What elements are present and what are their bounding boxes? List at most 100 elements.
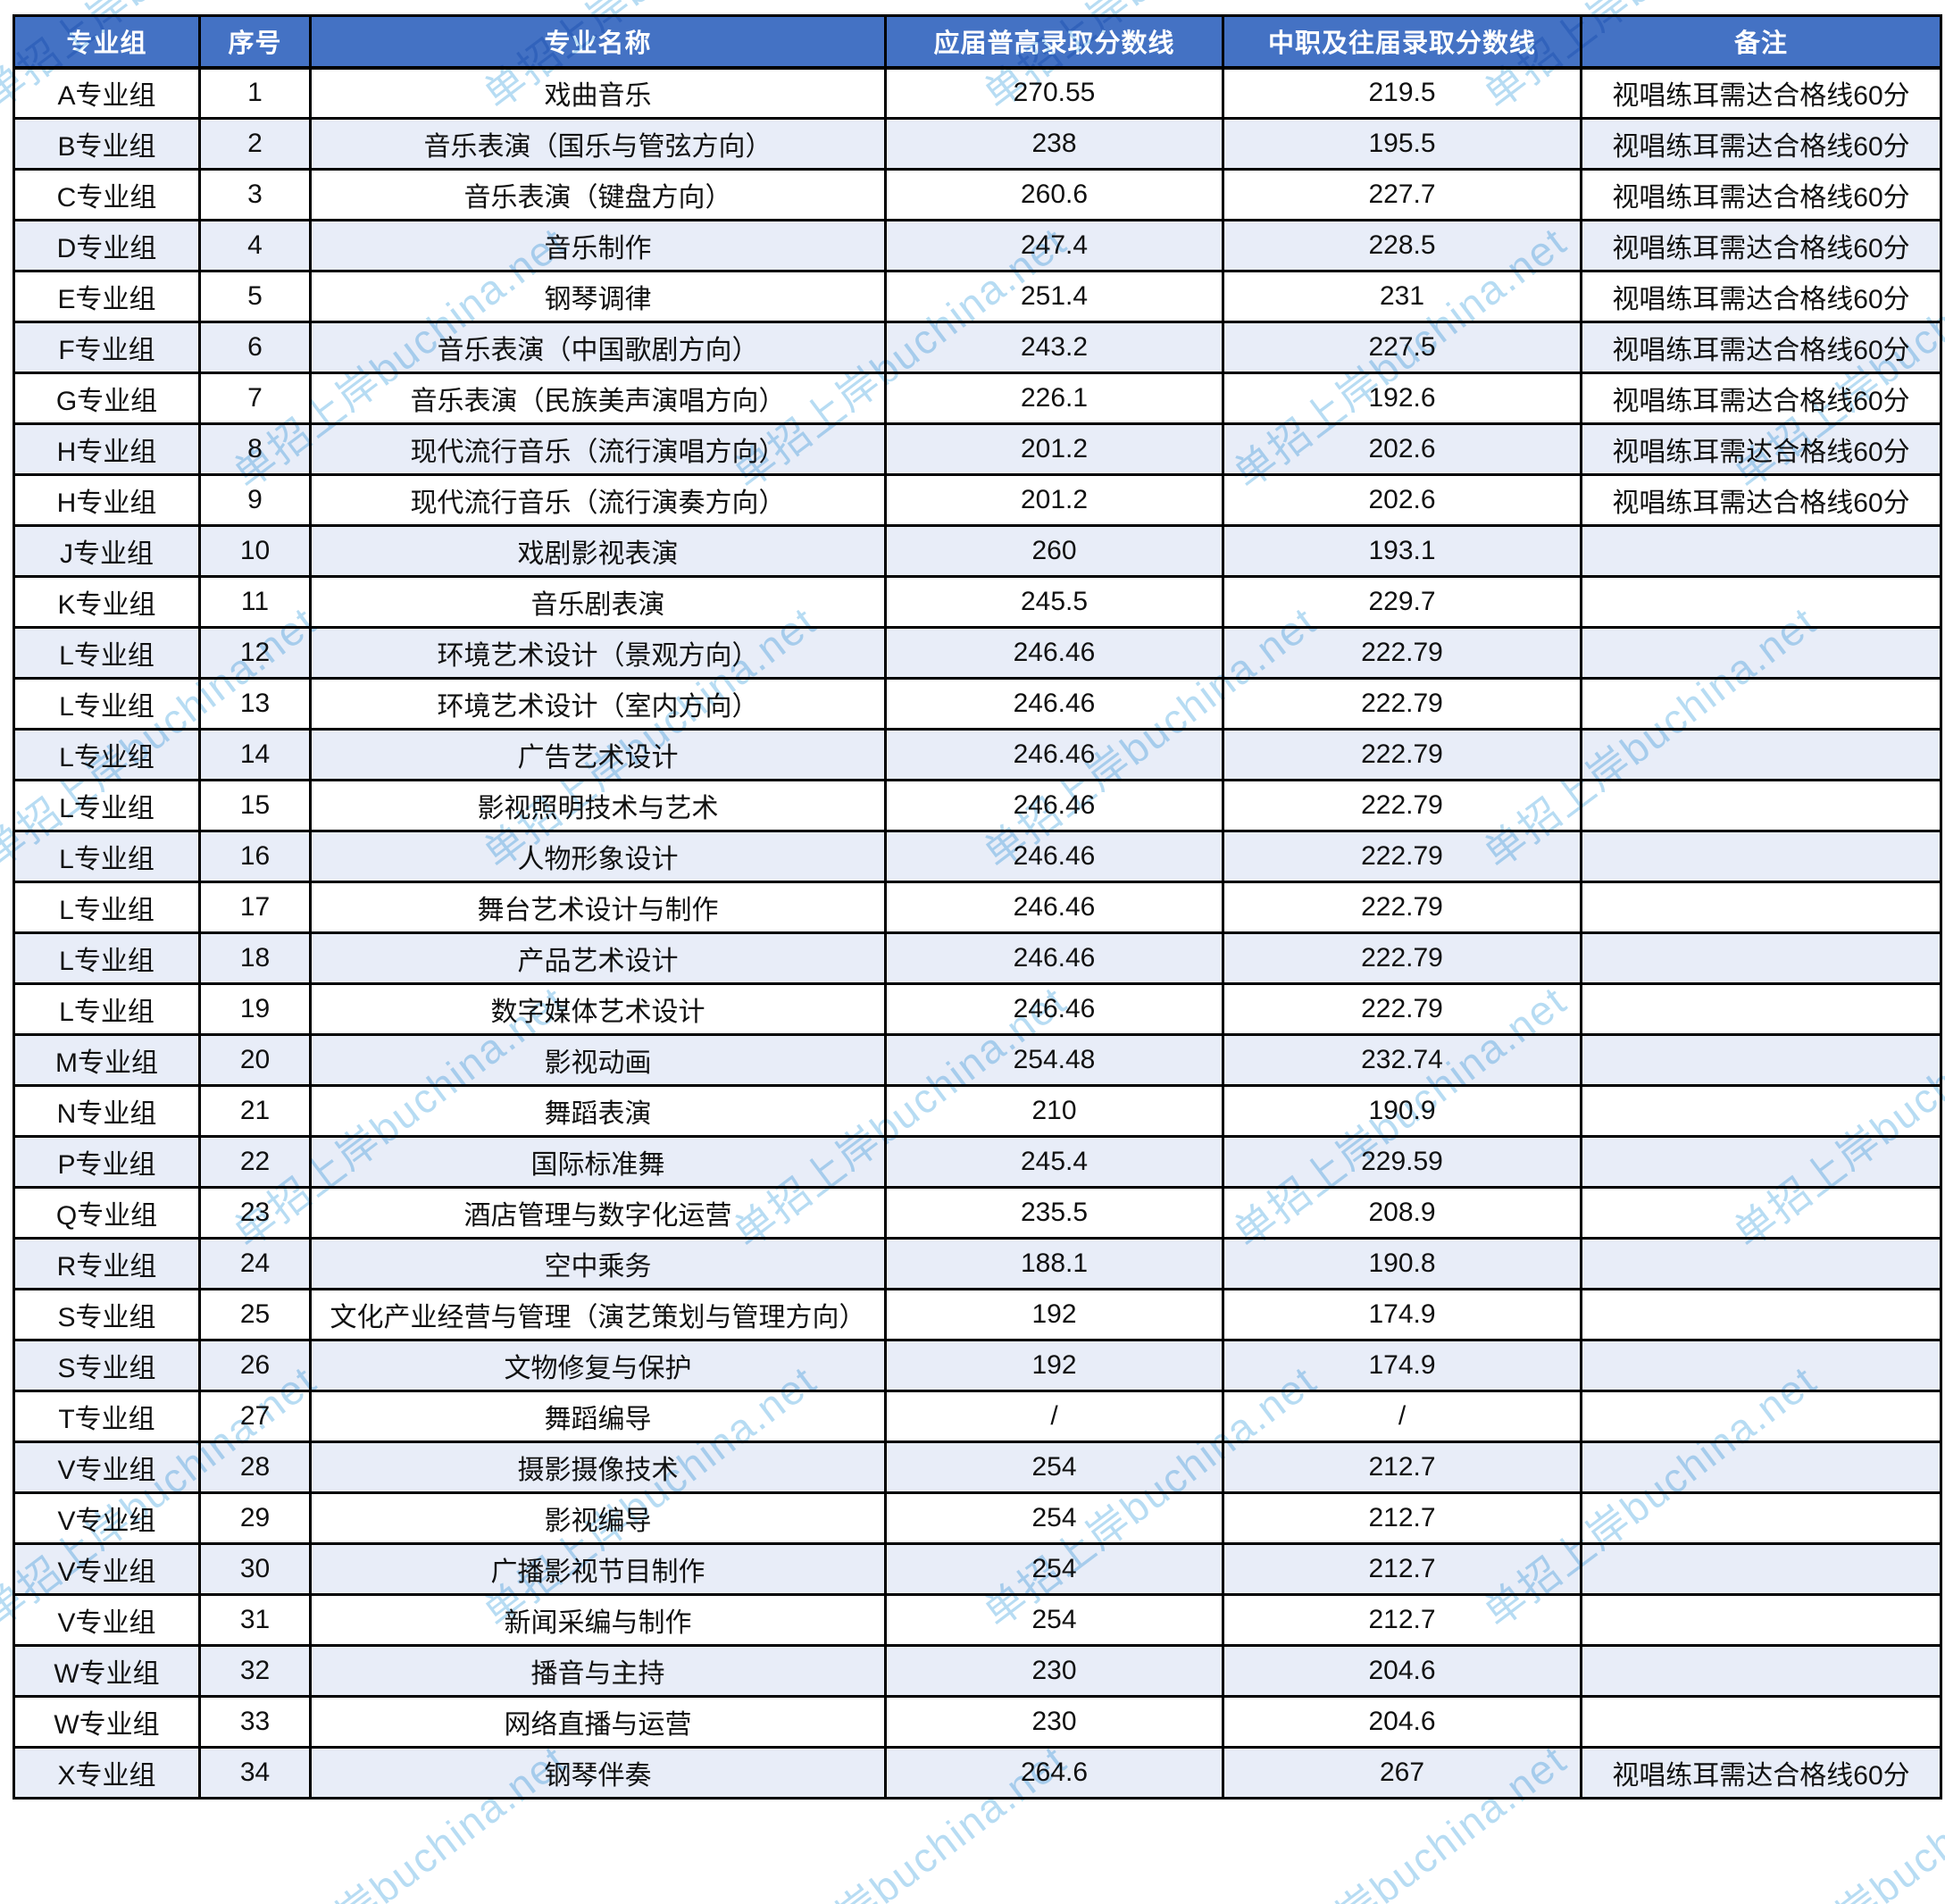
table-row: N专业组 21 舞蹈表演 210 190.9: [13, 1084, 1942, 1138]
cell-group: D专业组: [13, 219, 201, 272]
cell-remark: [1580, 524, 1942, 578]
cell-serial: 25: [198, 1288, 312, 1341]
table-row: G专业组 7 音乐表演（民族美声演唱方向） 226.1 192.6 视唱练耳需达…: [13, 372, 1942, 425]
cell-score-vocational: 222.79: [1222, 881, 1582, 934]
cell-major-name: 网络直播与运营: [309, 1695, 887, 1749]
cell-score-vocational: 227.7: [1222, 168, 1582, 221]
cell-serial: 2: [198, 117, 312, 171]
cell-remark: [1580, 881, 1942, 934]
cell-serial: 27: [198, 1390, 312, 1443]
cell-remark: [1580, 1135, 1942, 1189]
cell-serial: 10: [198, 524, 312, 578]
cell-major-name: 音乐制作: [309, 219, 887, 272]
cell-group: X专业组: [13, 1746, 201, 1800]
cell-serial: 33: [198, 1695, 312, 1749]
cell-group: L专业组: [13, 931, 201, 985]
cell-serial: 17: [198, 881, 312, 934]
cell-remark: [1580, 931, 1942, 985]
cell-remark: [1580, 1288, 1942, 1341]
cell-major-name: 摄影摄像技术: [309, 1441, 887, 1494]
cell-serial: 1: [198, 66, 312, 120]
col-header-remark: 备注: [1580, 14, 1942, 70]
cell-score-vocational: 193.1: [1222, 524, 1582, 578]
cell-group: L专业组: [13, 982, 201, 1036]
cell-remark: [1580, 1441, 1942, 1494]
header-row: 专业组 序号 专业名称 应届普高录取分数线 中职及往届录取分数线 备注: [13, 14, 1942, 70]
table-row: K专业组 11 音乐剧表演 245.5 229.7: [13, 575, 1942, 629]
cell-group: V专业组: [13, 1491, 201, 1545]
cell-score-vocational: 204.6: [1222, 1644, 1582, 1698]
cell-score-vocational: /: [1222, 1390, 1582, 1443]
cell-major-name: 人物形象设计: [309, 830, 887, 883]
table-row: L专业组 15 影视照明技术与艺术 246.46 222.79: [13, 779, 1942, 832]
cell-remark: 视唱练耳需达合格线60分: [1580, 117, 1942, 171]
table-row: L专业组 16 人物形象设计 246.46 222.79: [13, 830, 1942, 883]
cell-score-fresh: 254: [884, 1441, 1224, 1494]
cell-serial: 18: [198, 931, 312, 985]
cell-score-fresh: 201.2: [884, 473, 1224, 527]
cell-remark: [1580, 1339, 1942, 1392]
cell-major-name: 数字媒体艺术设计: [309, 982, 887, 1036]
table-row: H专业组 9 现代流行音乐（流行演奏方向） 201.2 202.6 视唱练耳需达…: [13, 473, 1942, 527]
cell-score-fresh: /: [884, 1390, 1224, 1443]
table-row: W专业组 33 网络直播与运营 230 204.6: [13, 1695, 1942, 1749]
cell-score-fresh: 230: [884, 1695, 1224, 1749]
cell-remark: 视唱练耳需达合格线60分: [1580, 473, 1942, 527]
cell-score-fresh: 270.55: [884, 66, 1224, 120]
cell-major-name: 环境艺术设计（景观方向）: [309, 626, 887, 680]
table-row: V专业组 29 影视编导 254 212.7: [13, 1491, 1942, 1545]
cell-remark: [1580, 728, 1942, 781]
table-row: Q专业组 23 酒店管理与数字化运营 235.5 208.9: [13, 1186, 1942, 1240]
table-row: V专业组 28 摄影摄像技术 254 212.7: [13, 1441, 1942, 1494]
cell-serial: 19: [198, 982, 312, 1036]
table-body: A专业组 1 戏曲音乐 270.55 219.5 视唱练耳需达合格线60分 B专…: [13, 66, 1942, 1800]
cell-score-fresh: 260.6: [884, 168, 1224, 221]
table-row: B专业组 2 音乐表演（国乐与管弦方向） 238 195.5 视唱练耳需达合格线…: [13, 117, 1942, 171]
cell-score-vocational: 229.7: [1222, 575, 1582, 629]
cell-group: V专业组: [13, 1593, 201, 1647]
cell-major-name: 戏曲音乐: [309, 66, 887, 120]
cell-major-name: 播音与主持: [309, 1644, 887, 1698]
cell-score-vocational: 222.79: [1222, 982, 1582, 1036]
cell-group: P专业组: [13, 1135, 201, 1189]
cell-major-name: 音乐表演（民族美声演唱方向）: [309, 372, 887, 425]
cell-serial: 14: [198, 728, 312, 781]
cell-serial: 11: [198, 575, 312, 629]
cell-serial: 7: [198, 372, 312, 425]
cell-score-vocational: 174.9: [1222, 1339, 1582, 1392]
cell-major-name: 广告艺术设计: [309, 728, 887, 781]
cell-group: L专业组: [13, 881, 201, 934]
cell-remark: 视唱练耳需达合格线60分: [1580, 372, 1942, 425]
cell-remark: 视唱练耳需达合格线60分: [1580, 1746, 1942, 1800]
cell-group: Q专业组: [13, 1186, 201, 1240]
cell-serial: 13: [198, 677, 312, 731]
table-row: A专业组 1 戏曲音乐 270.55 219.5 视唱练耳需达合格线60分: [13, 66, 1942, 120]
cell-score-fresh: 246.46: [884, 931, 1224, 985]
cell-score-vocational: 212.7: [1222, 1491, 1582, 1545]
cell-score-vocational: 192.6: [1222, 372, 1582, 425]
cell-group: B专业组: [13, 117, 201, 171]
cell-score-vocational: 212.7: [1222, 1542, 1582, 1596]
cell-remark: [1580, 982, 1942, 1036]
cell-remark: 视唱练耳需达合格线60分: [1580, 168, 1942, 221]
cell-score-fresh: 210: [884, 1084, 1224, 1138]
table-row: L专业组 19 数字媒体艺术设计 246.46 222.79: [13, 982, 1942, 1036]
cell-group: J专业组: [13, 524, 201, 578]
cell-major-name: 影视照明技术与艺术: [309, 779, 887, 832]
cell-major-name: 舞台艺术设计与制作: [309, 881, 887, 934]
table-row: R专业组 24 空中乘务 188.1 190.8: [13, 1237, 1942, 1290]
cell-group: L专业组: [13, 626, 201, 680]
cell-remark: [1580, 1644, 1942, 1698]
cell-major-name: 影视动画: [309, 1033, 887, 1087]
table-row: C专业组 3 音乐表演（键盘方向） 260.6 227.7 视唱练耳需达合格线6…: [13, 168, 1942, 221]
cell-major-name: 文物修复与保护: [309, 1339, 887, 1392]
cell-score-vocational: 202.6: [1222, 422, 1582, 476]
cell-group: H专业组: [13, 422, 201, 476]
cell-remark: [1580, 1390, 1942, 1443]
cell-major-name: 音乐表演（键盘方向）: [309, 168, 887, 221]
cell-score-fresh: 201.2: [884, 422, 1224, 476]
cell-score-vocational: 222.79: [1222, 779, 1582, 832]
cell-score-fresh: 254.48: [884, 1033, 1224, 1087]
cell-score-vocational: 204.6: [1222, 1695, 1582, 1749]
